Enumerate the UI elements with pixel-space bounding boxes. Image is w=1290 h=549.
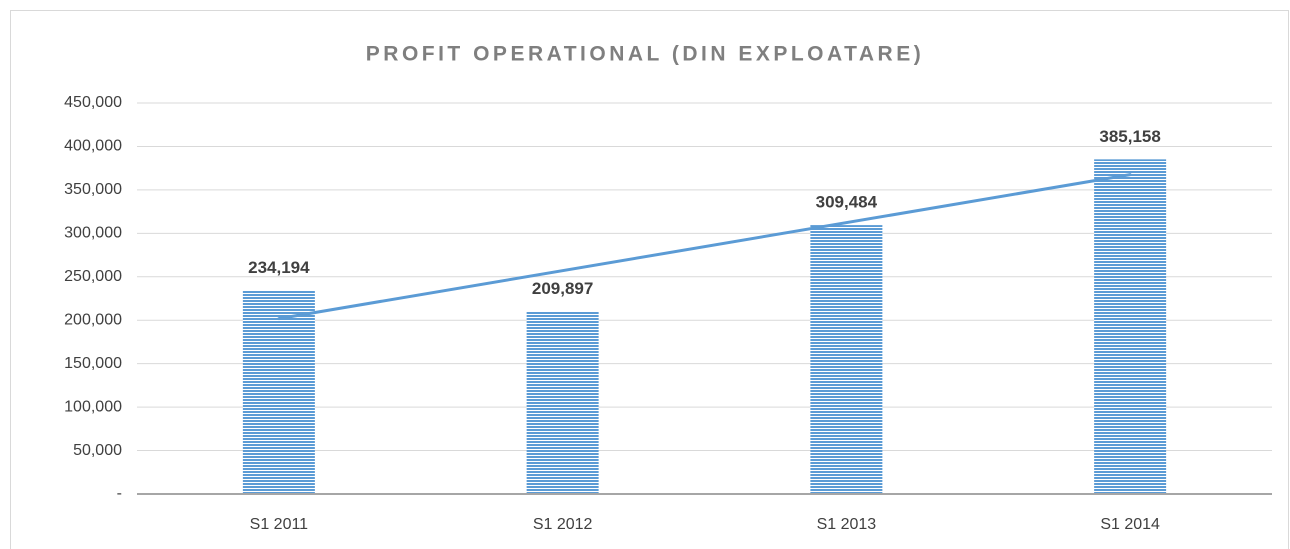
data-label: 209,897 <box>532 279 593 298</box>
y-tick-label: 350,000 <box>64 181 122 198</box>
y-tick-label: 400,000 <box>64 138 122 155</box>
y-tick-label: 200,000 <box>64 311 122 328</box>
y-tick-label: 250,000 <box>64 268 122 285</box>
bar <box>810 225 883 495</box>
x-tick-label: S1 2013 <box>817 516 877 533</box>
data-label: 309,484 <box>816 193 878 212</box>
y-tick-label: 100,000 <box>64 398 122 415</box>
bar <box>242 290 315 494</box>
y-tick-label: 150,000 <box>64 355 122 372</box>
bar <box>1094 159 1167 494</box>
data-label: 234,194 <box>248 258 310 277</box>
bar <box>526 311 599 494</box>
x-tick-label: S1 2011 <box>250 516 309 533</box>
data-label: 385,158 <box>1099 127 1160 146</box>
y-tick-label: 300,000 <box>64 225 122 242</box>
chart-title: PROFIT OPERATIONAL (DIN EXPLOATARE) <box>366 43 924 66</box>
x-tick-label: S1 2014 <box>1100 516 1160 533</box>
chart-border <box>10 10 1289 549</box>
x-tick-label: S1 2012 <box>533 516 593 533</box>
y-tick-label: 50,000 <box>73 442 122 459</box>
trendline <box>277 173 1132 321</box>
y-tick-label: - <box>117 485 122 502</box>
y-tick-label: 450,000 <box>64 94 122 111</box>
